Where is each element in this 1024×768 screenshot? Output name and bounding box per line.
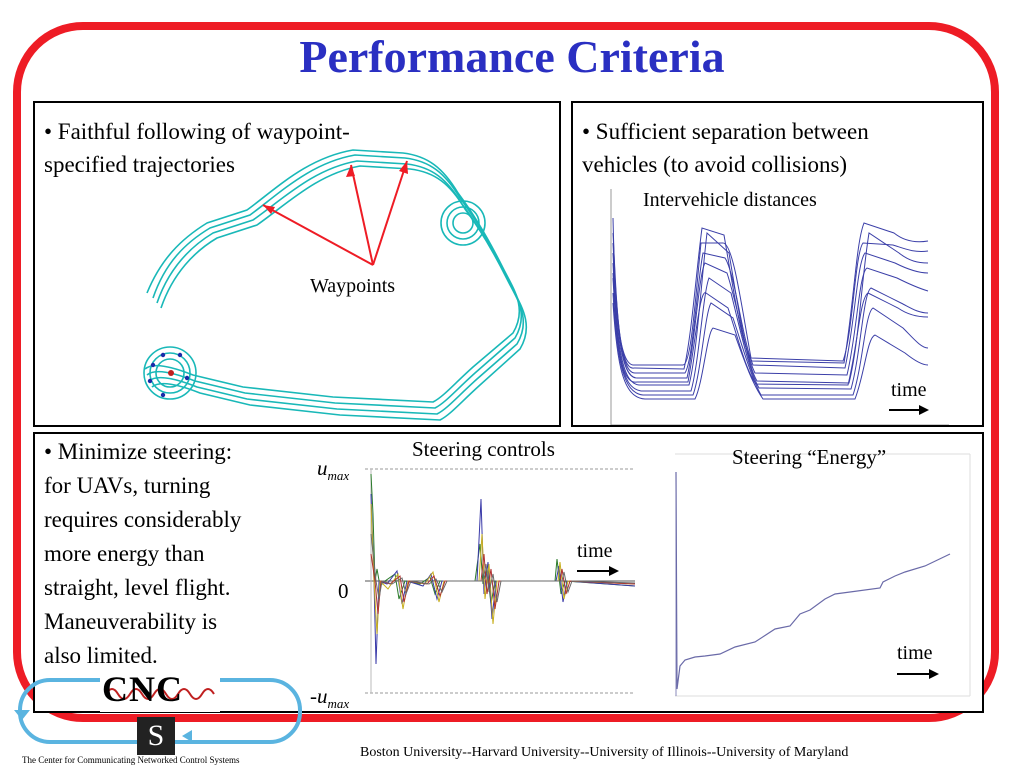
trajectory-panel: • Faithful following of waypoint- specif… bbox=[33, 101, 561, 427]
separation-bullet-line1: • Sufficient separation between bbox=[582, 119, 869, 144]
steering-controls-title: Steering controls bbox=[412, 437, 555, 461]
steering-panel: • Minimize steering: for UAVs, turning r… bbox=[33, 432, 984, 713]
steering-energy-title: Steering “Energy” bbox=[732, 445, 887, 469]
slide-frame bbox=[13, 22, 999, 722]
separation-bullet-line2: vehicles (to avoid collisions) bbox=[582, 152, 848, 177]
s-logo-box: S bbox=[137, 717, 175, 755]
steering-bullet-line: more energy than bbox=[44, 541, 205, 566]
energy-time-label: time bbox=[897, 642, 933, 664]
zero-label: 0 bbox=[338, 579, 349, 603]
steering-bullet-line: requires considerably bbox=[44, 507, 242, 532]
trajectory-bullet-line1: • Faithful following of waypoint- bbox=[44, 119, 350, 144]
trajectory-bullet-line2: specified trajectories bbox=[44, 152, 235, 177]
steering-bullet-line: Maneuverability is bbox=[44, 609, 218, 634]
cnc-logo-graphic bbox=[14, 672, 302, 744]
controls-time-label: time bbox=[577, 540, 613, 562]
steering-bullet-line: straight, level flight. bbox=[44, 575, 231, 600]
steering-bullet-line: • Minimize steering: bbox=[44, 439, 233, 464]
slide-title: Performance Criteria bbox=[299, 31, 725, 82]
energy-curve bbox=[675, 471, 951, 690]
distance-time-label: time bbox=[891, 379, 927, 401]
logo-caption: The Center for Communicating Networked C… bbox=[22, 755, 240, 765]
distance-plot-title: Intervehicle distances bbox=[643, 189, 817, 211]
steering-bullet-line: also limited. bbox=[44, 643, 158, 668]
cnc-logo-text: CNC bbox=[102, 669, 183, 709]
trajectory-plot bbox=[143, 149, 528, 421]
umax-label: umax bbox=[317, 456, 350, 484]
waypoint-markers bbox=[147, 352, 190, 398]
neg-umax-label: -umax bbox=[310, 684, 350, 712]
waypoint-arrows bbox=[262, 160, 408, 266]
waypoints-label: Waypoints bbox=[310, 275, 396, 297]
steering-bullet-line: for UAVs, turning bbox=[44, 473, 211, 498]
distance-plot bbox=[610, 189, 949, 425]
separation-panel: • Sufficient separation between vehicles… bbox=[571, 101, 984, 427]
steering-plots bbox=[365, 453, 971, 697]
footer-universities: Boston University--Harvard University--U… bbox=[360, 745, 849, 760]
